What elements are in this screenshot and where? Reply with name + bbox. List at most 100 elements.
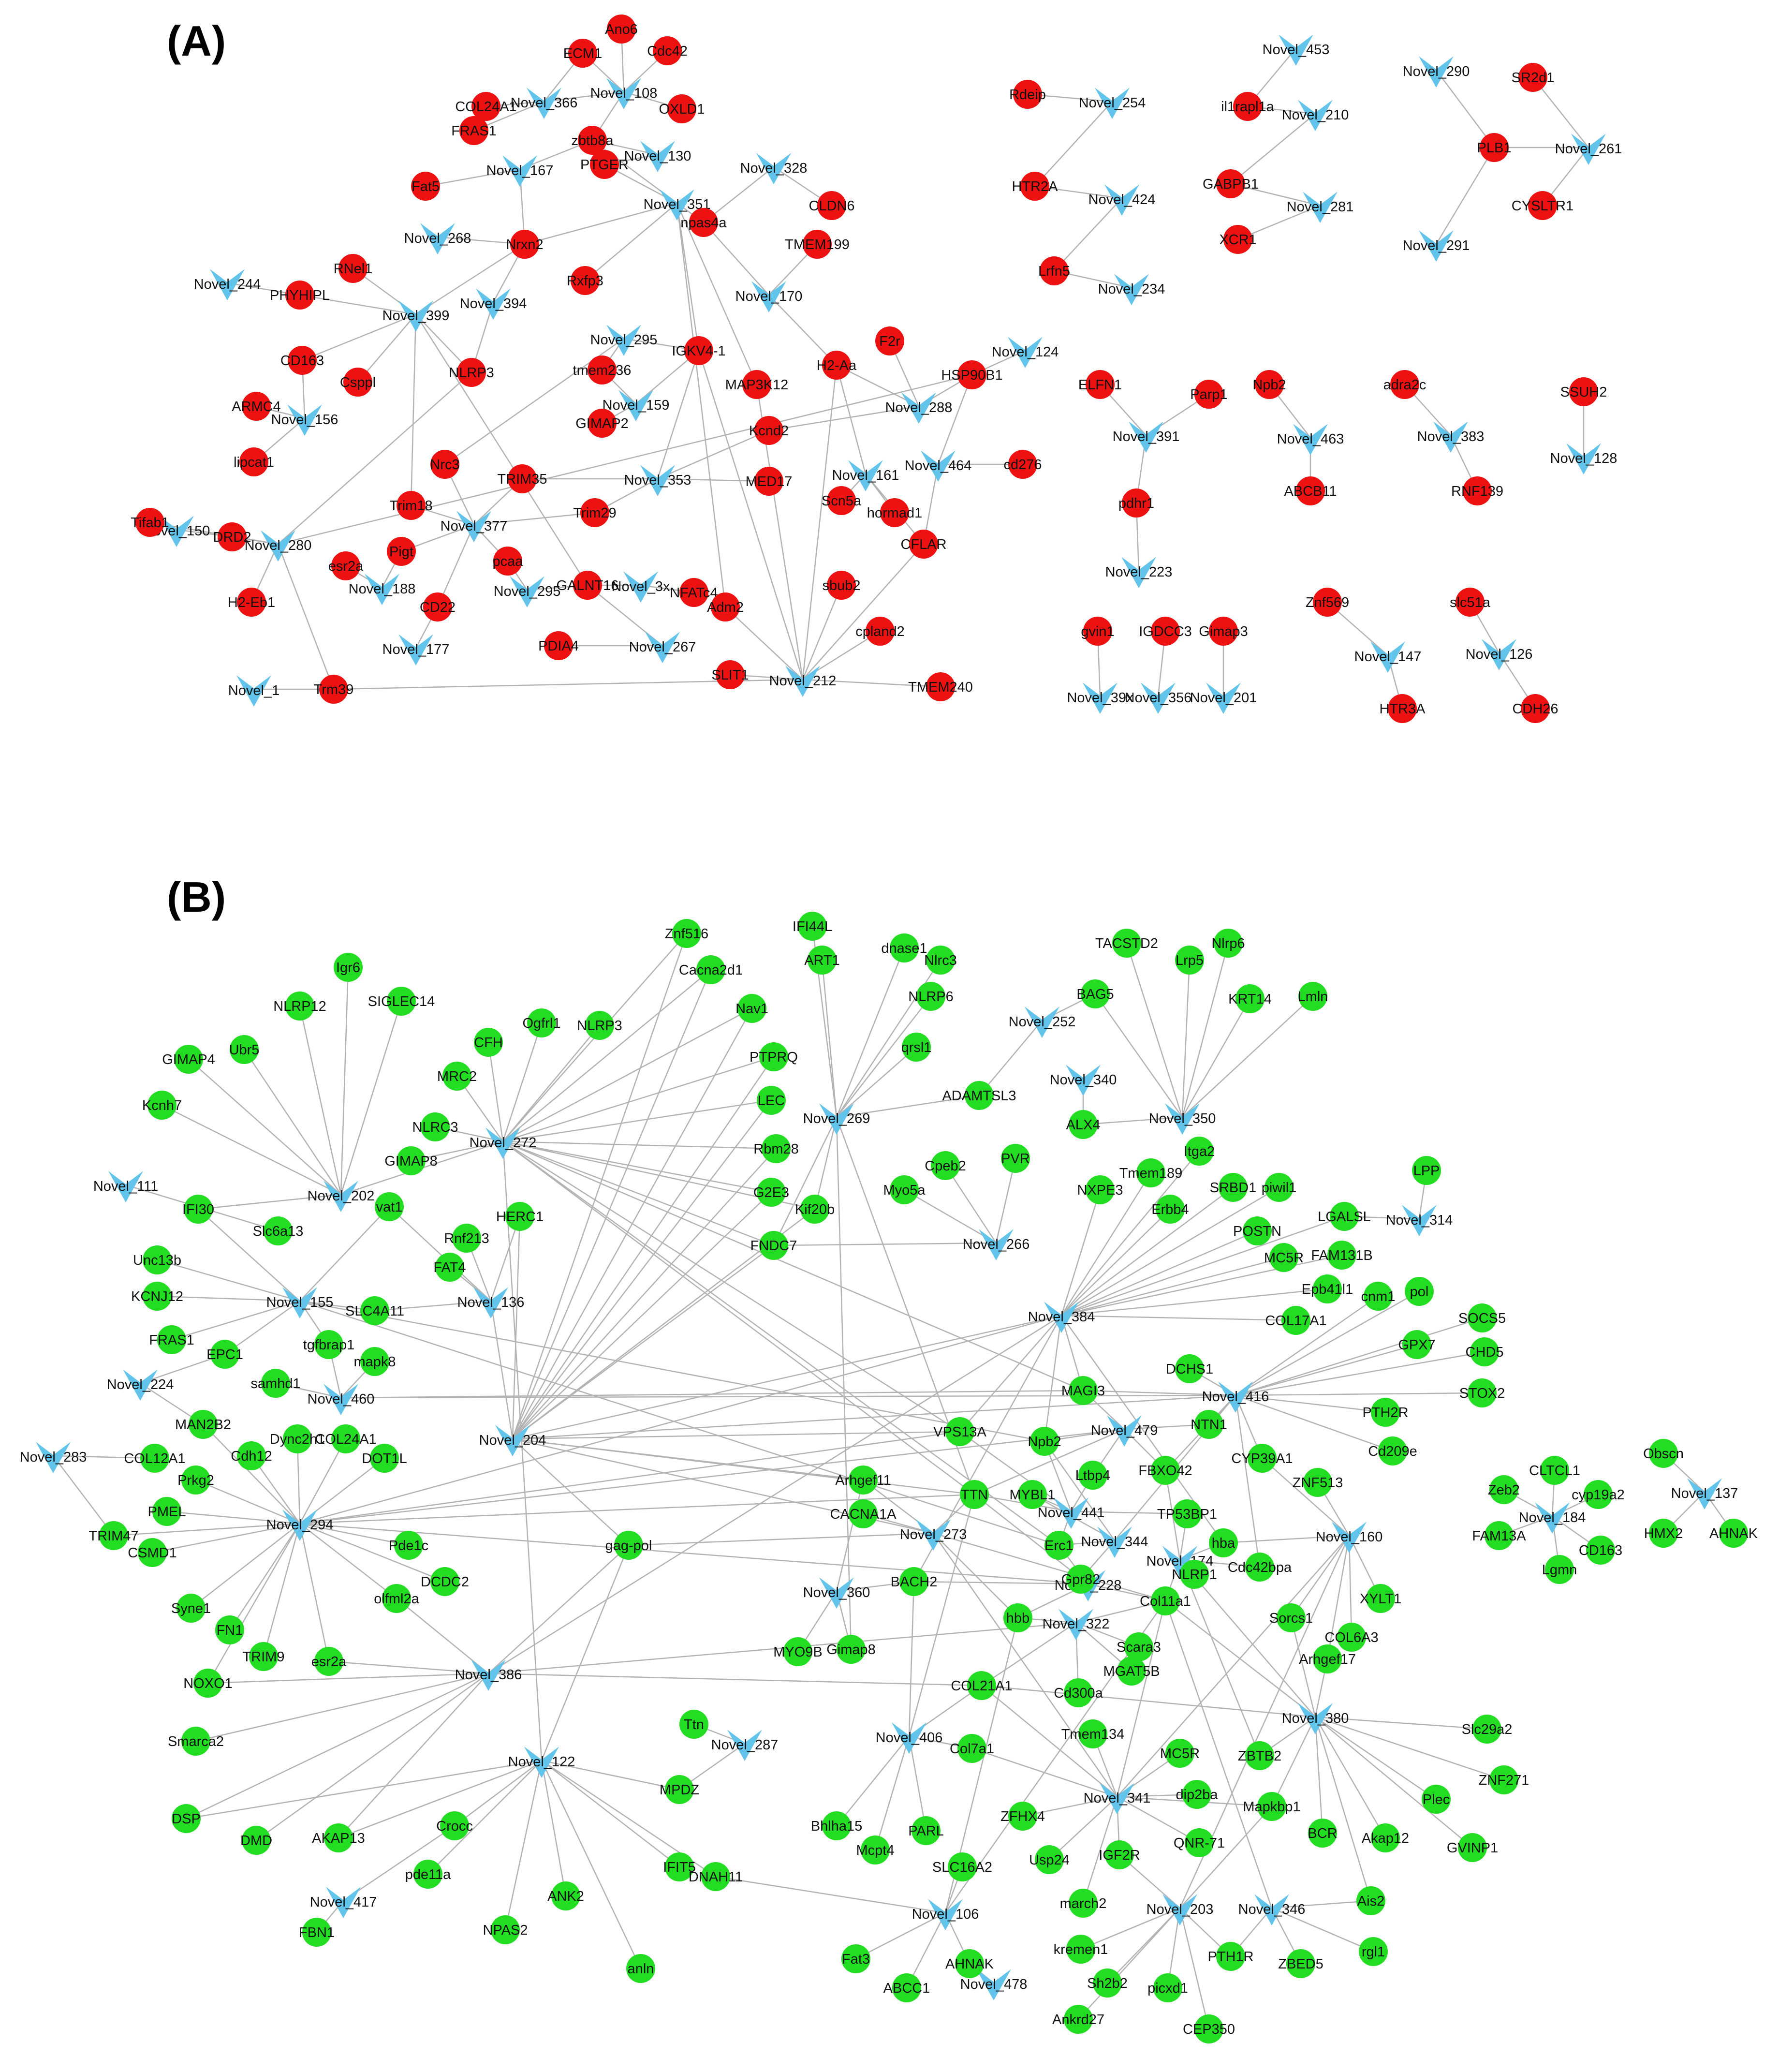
mrna-circle-icon [285, 281, 314, 310]
mrna-node-mybl1: MYBL1 [1009, 1480, 1056, 1509]
node-label: Novel_177 [382, 642, 450, 657]
mrna-circle-icon [955, 1949, 984, 1978]
node-label: Parp1 [1190, 387, 1227, 402]
node-label: Novel_417 [310, 1894, 377, 1910]
node-label: Novel_122 [508, 1754, 575, 1770]
node-label: AHNAK [945, 1956, 994, 1972]
mrna-circle-icon [551, 1881, 580, 1910]
mrna-node-pvr: PVR [1001, 1144, 1030, 1173]
edge [299, 1006, 342, 1195]
mrna-circle-icon [1298, 982, 1327, 1011]
edge [541, 1760, 642, 1969]
node-label: Bhlha15 [811, 1819, 862, 1834]
mrna-circle-icon [491, 1915, 520, 1944]
edge [502, 1025, 600, 1142]
edge [1223, 1535, 1350, 1544]
mrna-node-gimap4: GIMAP4 [162, 1045, 215, 1074]
node-label: AHNAK [1709, 1526, 1758, 1541]
mirna-arrowhead-icon [510, 576, 544, 607]
node-label: Smarca2 [168, 1734, 224, 1749]
node-label: DOT1L [362, 1451, 407, 1466]
mrna-circle-icon [1245, 1553, 1274, 1582]
node-label: Novel_283 [20, 1450, 87, 1465]
mrna-node-nlrp1: NLRP1 [1172, 1560, 1217, 1589]
mirna-node-novel-294: Novel_294 [266, 1510, 333, 1541]
edge [1326, 1535, 1350, 1659]
mrna-circle-icon [1364, 1282, 1393, 1311]
mrna-circle-icon [1405, 1277, 1434, 1306]
mrna-node-pigt: Pigt [387, 537, 416, 566]
mirna-arrowhead-icon [1083, 682, 1117, 714]
mrna-node-xylt1: XYLT1 [1360, 1584, 1401, 1613]
mrna-circle-icon [452, 1224, 481, 1253]
node-label: LEC [758, 1093, 785, 1109]
mrna-node-htr2a: HTR2A [1012, 172, 1058, 201]
node-label: Cd209e [1368, 1444, 1417, 1459]
edge [502, 1099, 772, 1142]
mrna-node-il1rapl1a: il1rapl1a [1221, 92, 1275, 121]
mrna-node-dot1l: DOT1L [362, 1444, 407, 1473]
node-label: MAP3K12 [725, 377, 789, 393]
mrna-node-dnah11: DNAH11 [689, 1862, 743, 1891]
mrna-node-ntn1: NTN1 [1191, 1410, 1227, 1439]
node-label: FN1 [217, 1623, 243, 1638]
node-label: Pde1c [389, 1538, 428, 1554]
mrna-circle-icon [588, 355, 617, 385]
mirna-node-novel-460: Novel_460 [308, 1384, 374, 1415]
node-label: Novel_441 [1038, 1505, 1105, 1521]
edge [263, 1523, 301, 1657]
mrna-node-usp24: Usp24 [1029, 1845, 1070, 1874]
edge [768, 405, 919, 431]
mrna-node-pde11a: pde11a [405, 1860, 451, 1889]
mrna-circle-icon [965, 1081, 994, 1110]
mrna-circle-icon [1086, 1175, 1115, 1204]
node-label: Novel_350 [1149, 1111, 1216, 1126]
edge [328, 1660, 489, 1674]
edge [1049, 1796, 1117, 1860]
node-label: Novel_130 [624, 148, 691, 164]
node-label: TMEM240 [908, 680, 973, 695]
node-label: Slc29a2 [1462, 1722, 1513, 1737]
node-label: FRAS1 [149, 1332, 194, 1348]
mrna-node-kcnh7: Kcnh7 [142, 1091, 182, 1120]
panel-a-label: (A) [167, 17, 226, 65]
mrna-circle-icon [571, 266, 600, 295]
mrna-circle-icon [1153, 1973, 1182, 2002]
mrna-node-cdh26: CDH26 [1512, 694, 1558, 723]
node-label: Novel_267 [629, 639, 696, 655]
node-label: Erbb4 [1151, 1202, 1189, 1217]
mirna-arrowhead-icon [819, 1577, 854, 1609]
node-label: MYO9B [773, 1644, 823, 1660]
mrna-circle-icon [1456, 588, 1485, 617]
node-label: Prkg2 [177, 1473, 214, 1488]
mrna-circle-icon [762, 1134, 791, 1163]
node-label: NTN1 [1191, 1417, 1227, 1433]
mrna-node-znf569: Znf569 [1306, 588, 1349, 617]
mirna-arrowhead-icon [901, 392, 936, 424]
node-label: ZFHX4 [1000, 1809, 1045, 1824]
mrna-circle-icon [152, 1497, 181, 1526]
mirna-node-novel-386: Novel_386 [455, 1659, 522, 1691]
mirna-node-novel-287: Novel_287 [711, 1730, 778, 1761]
node-label: ZBED5 [1278, 1956, 1323, 1972]
mrna-node-rdeip: Rdeip [1009, 80, 1046, 109]
mrna-circle-icon [370, 1444, 399, 1473]
mrna-node-fat3: Fat3 [841, 1944, 870, 1973]
mrna-node-fn1: FN1 [215, 1615, 244, 1644]
mrna-circle-icon [430, 450, 459, 479]
edge [411, 1140, 503, 1162]
mrna-node-mc5r: MC5R [1160, 1739, 1200, 1768]
mirna-arrowhead-icon [1114, 274, 1149, 305]
mirna-node-novel-464: Novel_464 [905, 450, 971, 482]
edge [1532, 77, 1589, 148]
mrna-circle-icon [527, 1008, 556, 1037]
edge [299, 1206, 390, 1302]
mrna-circle-icon [957, 360, 986, 389]
mrna-circle-icon [689, 208, 718, 237]
mrna-circle-icon [899, 1567, 928, 1596]
mirna-arrowhead-icon [502, 155, 537, 187]
mirna-node-novel-340: Novel_340 [1050, 1065, 1117, 1096]
mrna-circle-icon [471, 92, 500, 121]
node-label: Novel_160 [1316, 1529, 1383, 1545]
node-label: Novel_272 [470, 1135, 537, 1151]
